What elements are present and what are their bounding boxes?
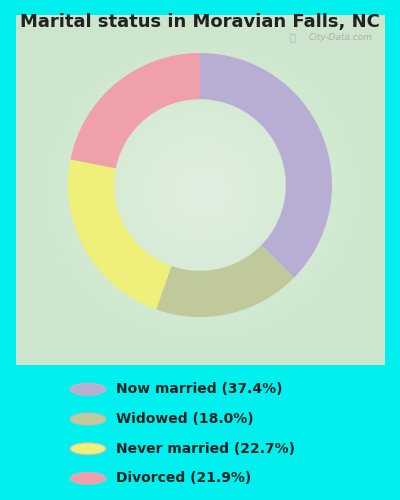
- Wedge shape: [200, 53, 332, 278]
- Circle shape: [70, 383, 106, 396]
- Text: Widowed (18.0%): Widowed (18.0%): [116, 412, 254, 426]
- Text: Now married (37.4%): Now married (37.4%): [116, 382, 282, 396]
- Text: Marital status in Moravian Falls, NC: Marital status in Moravian Falls, NC: [20, 12, 380, 30]
- Wedge shape: [156, 246, 294, 317]
- Wedge shape: [68, 160, 172, 310]
- Circle shape: [70, 472, 106, 484]
- Text: City-Data.com: City-Data.com: [309, 32, 373, 42]
- Circle shape: [70, 413, 106, 425]
- Circle shape: [70, 442, 106, 455]
- Text: Never married (22.7%): Never married (22.7%): [116, 442, 295, 456]
- Text: Divorced (21.9%): Divorced (21.9%): [116, 472, 251, 486]
- Text: ⓘ: ⓘ: [290, 32, 296, 42]
- Wedge shape: [70, 53, 200, 168]
